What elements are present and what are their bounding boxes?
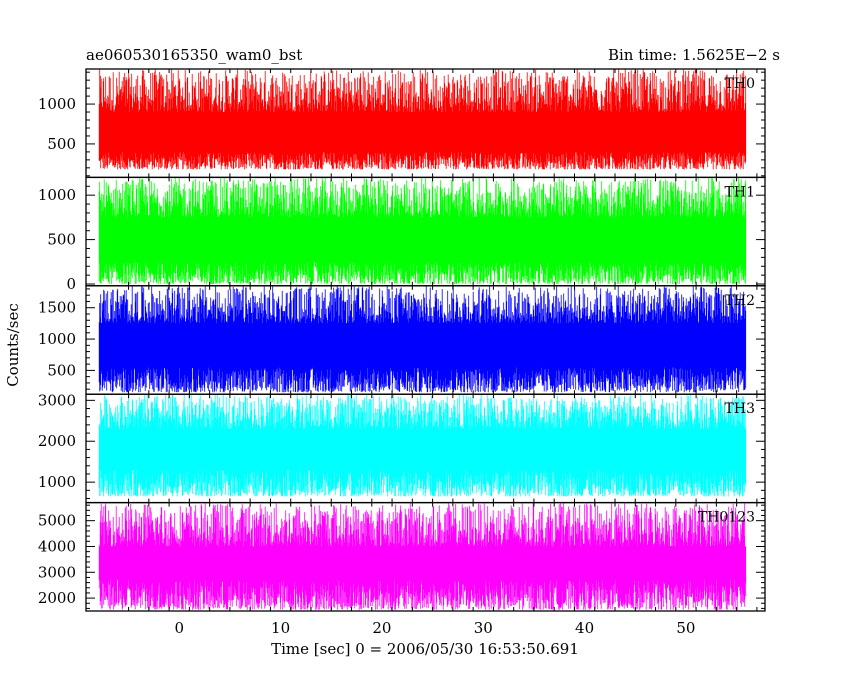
- series-core: [99, 323, 746, 368]
- y-tick-label: 1000: [38, 473, 76, 491]
- panel-label: TH0123: [698, 510, 755, 526]
- bin-time-label: Bin time: 1.5625E−2 s: [608, 46, 780, 64]
- series-th2: [98, 285, 747, 393]
- y-axis-title: Counts/sec: [4, 303, 22, 387]
- x-tick-label: 10: [271, 619, 290, 637]
- x-axis-title: Time [sec] 0 = 2006/05/30 16:53:50.691: [271, 640, 579, 658]
- y-tick-label: 3000: [38, 391, 76, 409]
- panel-th0: 500 1000 TH0: [38, 68, 766, 179]
- x-tick-label: 30: [474, 619, 493, 637]
- y-tick-label: 5000: [38, 512, 76, 530]
- panel-th2: 500 1000 1500 TH2: [38, 285, 766, 395]
- y-tick-label: 1000: [38, 186, 76, 204]
- x-tick-label: 20: [372, 619, 391, 637]
- x-tick-label: 50: [676, 619, 695, 637]
- y-tick-label: 3000: [38, 563, 76, 581]
- y-tick-label: 1000: [38, 95, 76, 113]
- series-th1: [98, 177, 747, 284]
- y-tick-label: 500: [47, 135, 76, 153]
- y-tick-label: 1500: [38, 299, 76, 317]
- series-th0123: [98, 502, 747, 610]
- series-th3: [98, 394, 747, 497]
- panel-th0123: 2000 3000 4000 5000 TH0123: [38, 501, 766, 612]
- y-tick-label: 500: [47, 361, 76, 379]
- y-tick-label: 2000: [38, 589, 76, 607]
- panel-th3: 1000 2000 3000 TH3: [38, 391, 766, 504]
- panels: 500 1000 TH0 0 500 1000 TH1 500 1000 1500 TH2 1000 2…: [38, 68, 766, 612]
- x-tick-label: 0: [174, 619, 184, 637]
- panel-label: TH1: [725, 184, 755, 200]
- x-axis: 0 10 20 30 40 50: [174, 619, 695, 637]
- y-tick-label: 2000: [38, 432, 76, 450]
- series-core: [99, 112, 746, 152]
- panel-label: TH2: [725, 293, 755, 309]
- series-core: [99, 428, 746, 470]
- y-tick-label: 4000: [38, 537, 76, 555]
- panel-label: TH0: [725, 76, 755, 92]
- x-tick-label: 40: [575, 619, 594, 637]
- y-tick-label: 500: [47, 231, 76, 249]
- series-core: [99, 546, 746, 581]
- figure-title: ae060530165350_wam0_bst: [86, 46, 302, 64]
- series-th0: [98, 69, 747, 170]
- panel-th1: 0 500 1000 TH1: [38, 176, 766, 293]
- series-core: [99, 217, 746, 262]
- y-tick-label: 0: [66, 275, 76, 293]
- y-tick-label: 1000: [38, 330, 76, 348]
- panel-label: TH3: [725, 401, 755, 417]
